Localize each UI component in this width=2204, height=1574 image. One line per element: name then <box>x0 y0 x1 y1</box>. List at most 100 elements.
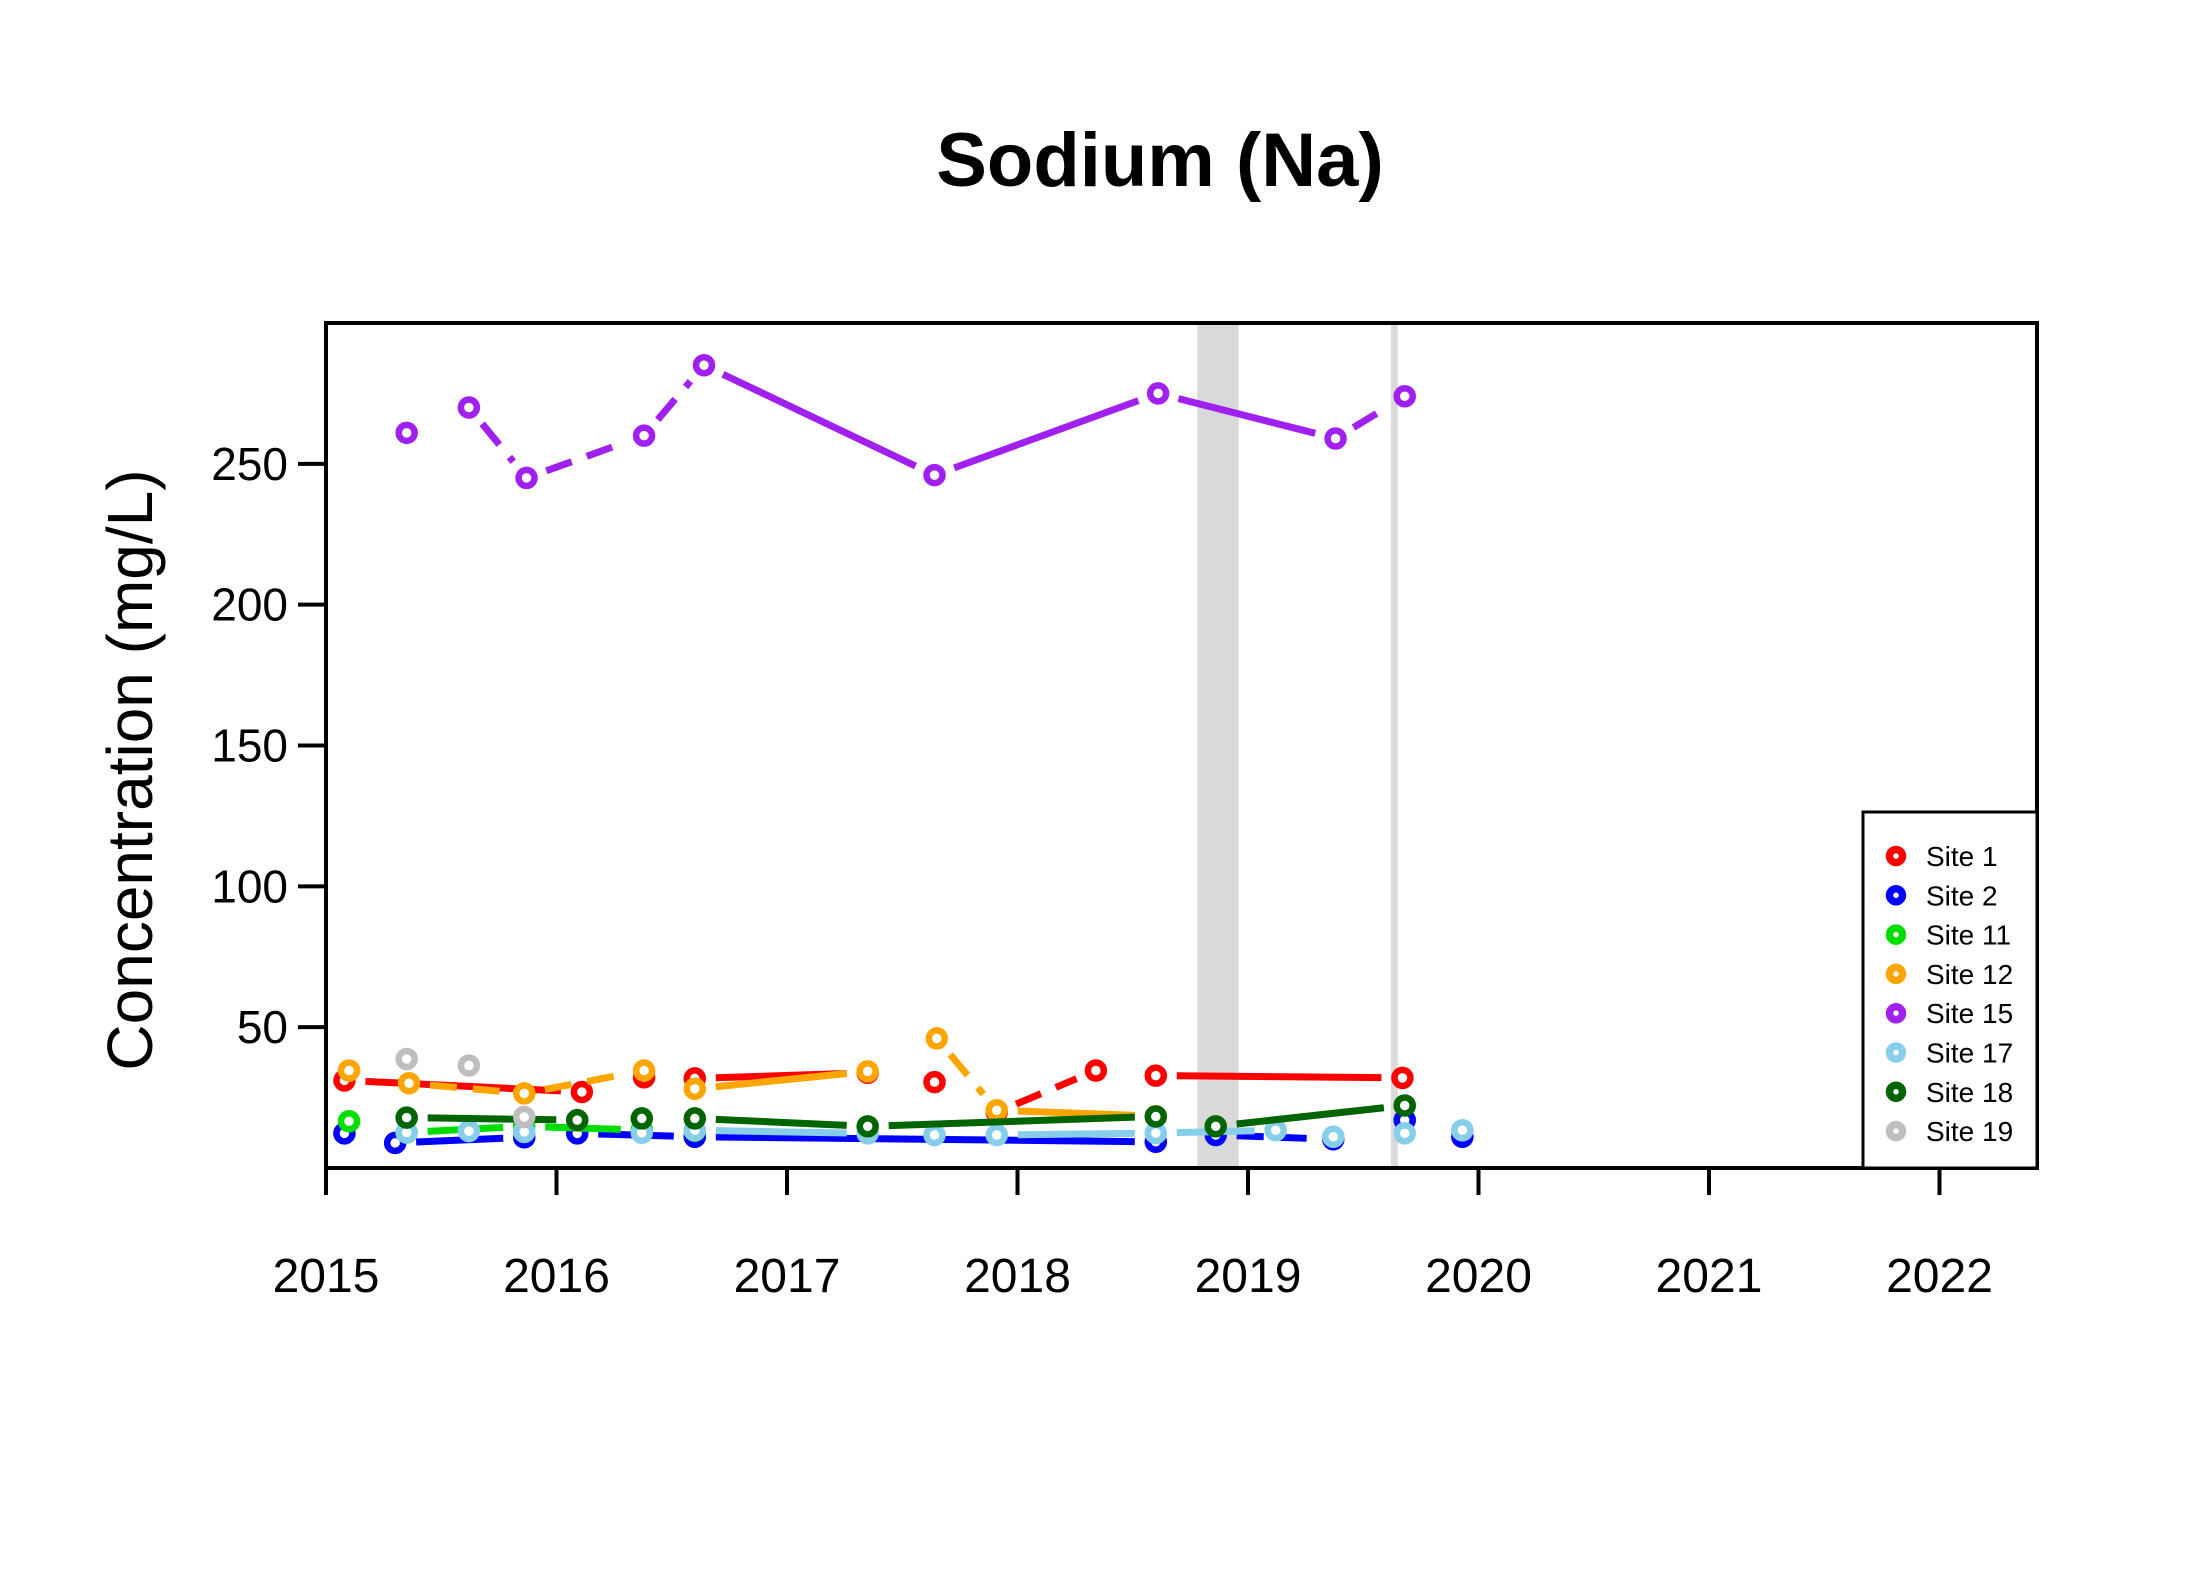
y-tick-label: 50 <box>237 1001 288 1053</box>
data-point <box>512 1105 536 1129</box>
x-tick-label: 2021 <box>1656 1250 1763 1303</box>
series-site-18 <box>395 1094 1416 1138</box>
x-tick-label: 2017 <box>734 1250 841 1303</box>
data-point <box>570 1080 594 1104</box>
series-segment <box>545 439 626 475</box>
data-point <box>397 1071 421 1095</box>
chart-title: Sodium (Na) <box>936 118 1384 203</box>
data-point <box>630 1107 654 1130</box>
y-axis-label: Concentration (mg/L) <box>94 469 166 1070</box>
data-point <box>856 1060 879 1083</box>
data-point <box>632 1059 656 1082</box>
legend-marker-site-17 <box>1885 1042 1907 1063</box>
data-point <box>692 354 716 377</box>
legend-marker-site-1 <box>1885 845 1907 867</box>
x-tick-label: 2022 <box>1886 1250 1993 1303</box>
series-segment <box>715 1070 848 1091</box>
data-point <box>925 1027 949 1050</box>
data-point <box>1391 1066 1414 1090</box>
data-point <box>923 1123 946 1147</box>
data-point <box>1204 1115 1227 1138</box>
x-tick-label: 2018 <box>964 1250 1071 1303</box>
data-point <box>985 1123 1009 1147</box>
legend-label-site-1: Site 1 <box>1926 841 1998 872</box>
highlight-band <box>1390 323 1398 1168</box>
legend-label-site-17: Site 17 <box>1926 1038 2013 1069</box>
legend-label-site-19: Site 19 <box>1926 1116 2013 1147</box>
data-point <box>395 421 418 445</box>
series-segment <box>479 421 516 464</box>
data-point <box>337 1109 361 1133</box>
legend-marker-site-15 <box>1885 1002 1907 1024</box>
legend-marker-site-12 <box>1885 963 1907 985</box>
data-point <box>515 466 538 490</box>
y-tick-label: 150 <box>211 720 288 772</box>
data-point <box>1324 427 1347 450</box>
series-segment <box>721 371 918 470</box>
y-tick-label: 250 <box>211 438 288 490</box>
data-point <box>1144 1105 1168 1128</box>
series-site-19 <box>395 1047 536 1129</box>
series-segment <box>1176 1072 1382 1082</box>
series-segment <box>429 1081 504 1096</box>
x-axis-ticks-group: 2015 2016 2017 2018 2019 2020 2021 2022 <box>273 1168 1993 1303</box>
data-point <box>1144 1064 1168 1087</box>
data-point <box>683 1077 707 1101</box>
series-site-17 <box>395 1119 1474 1148</box>
series-segment <box>1017 1129 1135 1139</box>
series-segment <box>1236 1104 1385 1128</box>
data-point <box>923 1070 946 1094</box>
shaded-bands-group <box>1197 323 1398 1168</box>
legend-border <box>1861 810 2039 1170</box>
y-tick-label: 200 <box>211 579 288 631</box>
data-point <box>337 1059 361 1082</box>
data-point <box>923 463 946 487</box>
series-segment <box>947 1052 986 1097</box>
series-segment <box>415 1134 504 1146</box>
series-site-12 <box>337 1027 1168 1128</box>
legend-marker-site-18 <box>1885 1081 1907 1103</box>
legend-label-site-15: Site 15 <box>1926 998 2013 1029</box>
data-point <box>457 1119 481 1143</box>
legend-label-site-12: Site 12 <box>1926 959 2013 990</box>
legend-label-site-11: Site 11 <box>1926 920 2011 951</box>
x-tick-label: 2019 <box>1195 1250 1302 1303</box>
data-point <box>985 1099 1009 1122</box>
x-tick-label: 2016 <box>503 1250 610 1303</box>
data-point <box>1451 1119 1474 1142</box>
data-point <box>1322 1125 1345 1148</box>
legend-label-site-2: Site 2 <box>1926 880 1998 911</box>
highlight-band <box>1197 323 1239 1168</box>
series-segment <box>655 378 694 422</box>
legend-marker-site-11 <box>1885 924 1907 945</box>
data-point <box>1084 1059 1108 1082</box>
series-site-15 <box>395 354 1416 490</box>
legend-marker-site-19 <box>1885 1120 1907 1142</box>
data-point <box>1146 382 1170 405</box>
data-point <box>1264 1119 1287 1142</box>
data-point <box>395 1106 418 1129</box>
data-point <box>457 1054 481 1077</box>
data-point <box>457 396 481 419</box>
legend-label-site-18: Site 18 <box>1926 1077 2013 1108</box>
y-tick-label: 100 <box>211 860 288 912</box>
data-point <box>395 1047 418 1071</box>
data-point <box>1393 384 1416 408</box>
legend-box: Site 1 Site 2 Site 11 Site 12 Site 15 Site 17… <box>1861 810 2039 1170</box>
legend-marker-site-2 <box>1885 885 1907 906</box>
series-segment <box>1351 404 1389 431</box>
series-segment <box>715 1127 847 1137</box>
data-point <box>632 424 656 447</box>
series-segment <box>1177 395 1317 437</box>
legend-items-group: Site 1 Site 2 Site 11 Site 12 Site 15 Site 17… <box>1885 841 2013 1147</box>
series-segment <box>1014 1075 1078 1108</box>
data-point <box>856 1115 879 1138</box>
series-segment <box>544 1071 625 1093</box>
x-tick-label: 2015 <box>273 1250 380 1303</box>
series-segment <box>953 397 1140 472</box>
series-segment <box>888 1113 1135 1130</box>
data-point <box>683 1107 707 1130</box>
y-axis-ticks-group: 50 100 150 200 250 <box>211 438 326 1053</box>
